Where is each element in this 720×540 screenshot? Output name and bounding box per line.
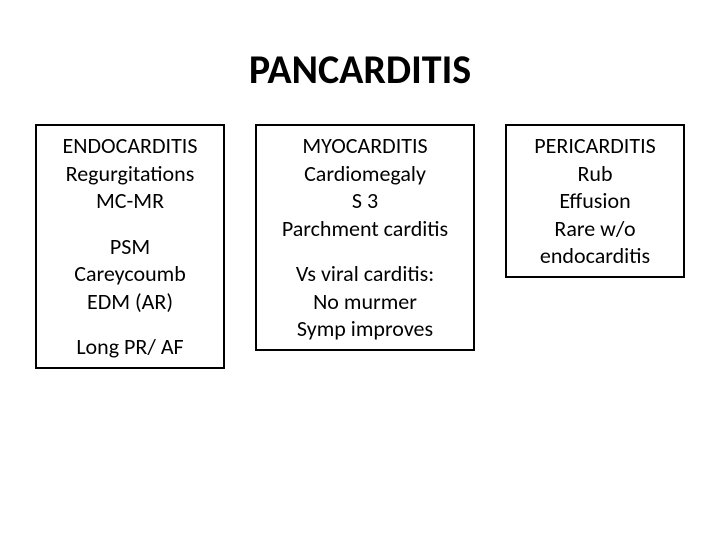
text-line: PSM bbox=[45, 233, 215, 261]
text-line: Symp improves bbox=[265, 315, 465, 343]
text-line: MYOCARDITIS bbox=[265, 132, 465, 160]
endocarditis-block-3: Long PR/ AF bbox=[45, 333, 215, 361]
text-line: Rare w/o bbox=[515, 215, 675, 243]
page-title: PANCARDITIS bbox=[0, 0, 720, 124]
text-line: PERICARDITIS bbox=[515, 132, 675, 160]
pericarditis-block-1: PERICARDITIS Rub Effusion Rare w/o endoc… bbox=[515, 132, 675, 270]
text-line: Cardiomegaly bbox=[265, 160, 465, 188]
text-line: S 3 bbox=[265, 187, 465, 215]
myocarditis-block-2: Vs viral carditis: No murmer Symp improv… bbox=[265, 260, 465, 343]
pericarditis-box: PERICARDITIS Rub Effusion Rare w/o endoc… bbox=[505, 124, 685, 278]
text-line: ENDOCARDITIS bbox=[45, 132, 215, 160]
text-line: EDM (AR) bbox=[45, 288, 215, 316]
text-line: MC-MR bbox=[45, 187, 215, 215]
text-line: Parchment carditis bbox=[265, 215, 465, 243]
text-line: Rub bbox=[515, 160, 675, 188]
columns-container: ENDOCARDITIS Regurgitations MC-MR PSM Ca… bbox=[0, 124, 720, 369]
endocarditis-block-1: ENDOCARDITIS Regurgitations MC-MR bbox=[45, 132, 215, 215]
text-line: endocarditis bbox=[515, 242, 675, 270]
text-line: Careycoumb bbox=[45, 260, 215, 288]
endocarditis-block-2: PSM Careycoumb EDM (AR) bbox=[45, 233, 215, 316]
myocarditis-block-1: MYOCARDITIS Cardiomegaly S 3 Parchment c… bbox=[265, 132, 465, 242]
text-line: Long PR/ AF bbox=[45, 333, 215, 361]
text-line: Vs viral carditis: bbox=[265, 260, 465, 288]
endocarditis-box: ENDOCARDITIS Regurgitations MC-MR PSM Ca… bbox=[35, 124, 225, 369]
text-line: Effusion bbox=[515, 187, 675, 215]
text-line: Regurgitations bbox=[45, 160, 215, 188]
text-line: No murmer bbox=[265, 288, 465, 316]
myocarditis-box: MYOCARDITIS Cardiomegaly S 3 Parchment c… bbox=[255, 124, 475, 351]
